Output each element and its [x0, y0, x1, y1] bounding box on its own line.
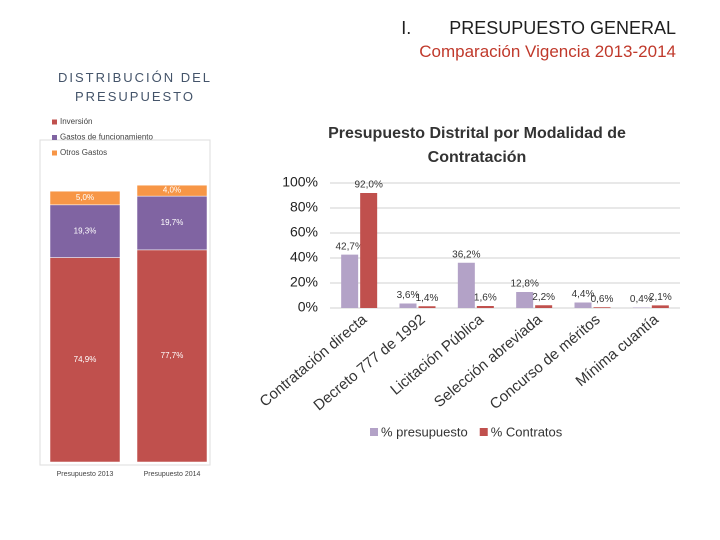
bar-segment: [136, 249, 208, 463]
bar: [360, 193, 378, 308]
data-label: 2,1%: [649, 292, 672, 303]
bar: [574, 302, 592, 308]
y-tick-label: 40%: [290, 249, 318, 265]
data-label: 19,7%: [161, 218, 184, 227]
y-tick-label: 60%: [290, 224, 318, 240]
x-tick-label: Presupuesto 2014: [144, 471, 201, 478]
data-label: 5,0%: [76, 193, 94, 202]
data-label: 36,2%: [452, 249, 480, 260]
data-label: 77,7%: [161, 351, 184, 360]
x-tick-label: Decreto 777 de 1992: [310, 311, 428, 414]
legend-swatch: [52, 150, 57, 156]
bar-segment: [49, 190, 121, 206]
bar-segment: [136, 184, 208, 197]
bar-segment: [136, 195, 208, 251]
data-label: 42,7%: [335, 241, 363, 252]
data-label: 1,6%: [474, 293, 497, 304]
legend-swatch: [52, 135, 57, 140]
data-label: 0,4%: [630, 294, 653, 305]
data-label: 4,4%: [572, 289, 595, 300]
bar: [632, 307, 650, 308]
legend-label: Gastos de funcionamiento: [60, 133, 153, 142]
x-tick-label: Contratación directa: [257, 311, 371, 411]
data-label: 92,0%: [354, 180, 382, 191]
bar: [418, 306, 436, 308]
legend-label: % presupuesto: [381, 424, 468, 439]
legend-swatch: [479, 428, 488, 436]
y-tick-label: 80%: [290, 199, 318, 215]
data-label: 12,8%: [510, 279, 538, 290]
x-tick-label: Presupuesto 2013: [57, 471, 114, 478]
data-label: 2,2%: [532, 292, 555, 303]
bar: [516, 292, 534, 308]
bar: [341, 254, 359, 308]
title-text: PRESUPUESTO GENERAL: [449, 18, 676, 38]
legend-swatch: [52, 119, 57, 125]
chart-frame: [39, 139, 211, 466]
bar: [476, 306, 494, 308]
bar: [457, 262, 475, 308]
legend-label: % Contratos: [491, 424, 563, 439]
bar: [399, 303, 417, 308]
subtitle: Comparación Vigencia 2013-2014: [419, 42, 676, 61]
legend-label: Otros Gastos: [60, 148, 107, 157]
bar: [535, 305, 553, 308]
section-heading: DISTRIBUCIÓN DEL PRESUPUESTO: [57, 70, 213, 104]
bar: [651, 305, 669, 308]
bar-segment: [49, 257, 121, 463]
x-tick-label: Concurso de méritos: [487, 311, 604, 413]
section-number: I.: [401, 18, 412, 38]
y-tick-label: 0%: [298, 299, 318, 315]
slide-title: I. PRESUPUESTO GENERAL: [401, 18, 676, 39]
bar-segment: [49, 204, 121, 258]
bar: [593, 307, 611, 308]
data-label: 0,6%: [591, 294, 614, 305]
data-label: 1,4%: [416, 293, 439, 304]
data-label: 4,0%: [163, 186, 181, 195]
legend-swatch: [370, 428, 378, 436]
y-tick-label: 100%: [282, 174, 318, 190]
x-tick-label: Selección abreviada: [431, 311, 546, 411]
y-tick-label: 20%: [290, 274, 318, 290]
legend-label: Inversión: [60, 117, 92, 126]
data-label: 19,3%: [74, 226, 97, 235]
chart-title: Presupuesto Distrital por Modalidad de C…: [328, 125, 626, 166]
data-label: 3,6%: [397, 290, 420, 301]
data-label: 74,9%: [74, 355, 97, 364]
